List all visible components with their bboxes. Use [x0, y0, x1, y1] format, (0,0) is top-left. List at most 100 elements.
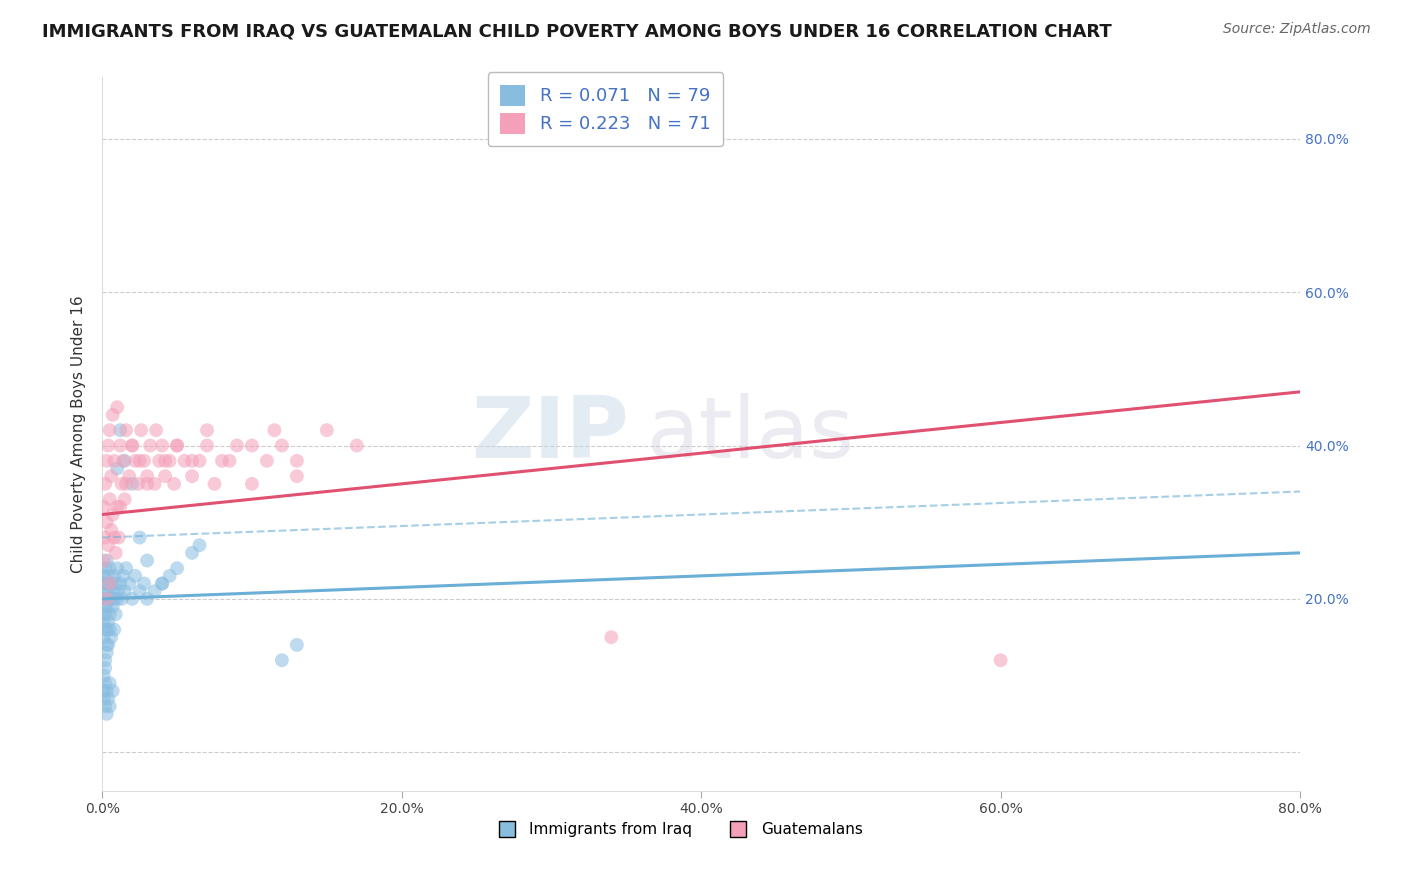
Point	[166, 438, 188, 452]
Text: Source: ZipAtlas.com: Source: ZipAtlas.com	[1223, 22, 1371, 37]
Point	[93, 500, 115, 514]
Point	[94, 661, 117, 675]
Point	[94, 576, 117, 591]
Point	[94, 607, 117, 622]
Point	[346, 438, 368, 452]
Point	[97, 584, 120, 599]
Point	[136, 469, 159, 483]
Point	[128, 584, 150, 599]
Point	[115, 561, 138, 575]
Point	[96, 591, 118, 606]
Point	[163, 476, 186, 491]
Point	[153, 469, 176, 483]
Point	[103, 454, 125, 468]
Point	[108, 500, 131, 514]
Point	[166, 561, 188, 575]
Point	[226, 438, 249, 452]
Point	[118, 576, 141, 591]
Point	[94, 561, 117, 575]
Point	[97, 438, 120, 452]
Point	[100, 576, 122, 591]
Point	[101, 408, 124, 422]
Point	[188, 454, 211, 468]
Point	[101, 508, 124, 522]
Point	[150, 576, 173, 591]
Point	[121, 476, 143, 491]
Point	[96, 599, 118, 614]
Point	[173, 454, 195, 468]
Point	[101, 599, 124, 614]
Point	[114, 492, 136, 507]
Point	[103, 569, 125, 583]
Point	[96, 638, 118, 652]
Point	[98, 623, 121, 637]
Point	[108, 423, 131, 437]
Point	[103, 623, 125, 637]
Point	[97, 615, 120, 629]
Point	[128, 454, 150, 468]
Point	[111, 476, 134, 491]
Point	[104, 607, 127, 622]
Point	[98, 699, 121, 714]
Point	[121, 438, 143, 452]
Point	[124, 569, 146, 583]
Point	[94, 676, 117, 690]
Point	[107, 584, 129, 599]
Point	[98, 423, 121, 437]
Point	[115, 423, 138, 437]
Point	[134, 454, 156, 468]
Point	[105, 461, 128, 475]
Point	[240, 476, 263, 491]
Point	[114, 454, 136, 468]
Point	[159, 454, 181, 468]
Point	[188, 538, 211, 552]
Point	[100, 469, 122, 483]
Point	[136, 591, 159, 606]
Point	[97, 538, 120, 552]
Point	[990, 653, 1012, 667]
Point	[195, 423, 218, 437]
Point	[96, 623, 118, 637]
Point	[93, 691, 115, 706]
Legend: Immigrants from Iraq, Guatemalans: Immigrants from Iraq, Guatemalans	[485, 816, 869, 844]
Point	[97, 638, 120, 652]
Point	[108, 438, 131, 452]
Text: ZIP: ZIP	[471, 392, 630, 475]
Point	[143, 584, 166, 599]
Point	[93, 668, 115, 682]
Point	[105, 561, 128, 575]
Point	[93, 615, 115, 629]
Point	[100, 591, 122, 606]
Point	[98, 576, 121, 591]
Point	[139, 438, 162, 452]
Point	[150, 438, 173, 452]
Point	[94, 699, 117, 714]
Point	[136, 476, 159, 491]
Point	[128, 531, 150, 545]
Point	[114, 584, 136, 599]
Text: IMMIGRANTS FROM IRAQ VS GUATEMALAN CHILD POVERTY AMONG BOYS UNDER 16 CORRELATION: IMMIGRANTS FROM IRAQ VS GUATEMALAN CHILD…	[42, 22, 1112, 40]
Point	[166, 438, 188, 452]
Point	[94, 623, 117, 637]
Point	[240, 438, 263, 452]
Point	[315, 423, 337, 437]
Point	[96, 591, 118, 606]
Point	[94, 476, 117, 491]
Point	[103, 591, 125, 606]
Point	[93, 630, 115, 644]
Point	[145, 423, 167, 437]
Point	[93, 576, 115, 591]
Point	[98, 576, 121, 591]
Point	[100, 630, 122, 644]
Point	[96, 646, 118, 660]
Point	[270, 653, 292, 667]
Point	[195, 438, 218, 452]
Point	[136, 553, 159, 567]
Point	[93, 591, 115, 606]
Point	[93, 553, 115, 567]
Point	[112, 454, 135, 468]
Point	[127, 476, 149, 491]
Point	[153, 454, 176, 468]
Point	[97, 691, 120, 706]
Point	[96, 684, 118, 698]
